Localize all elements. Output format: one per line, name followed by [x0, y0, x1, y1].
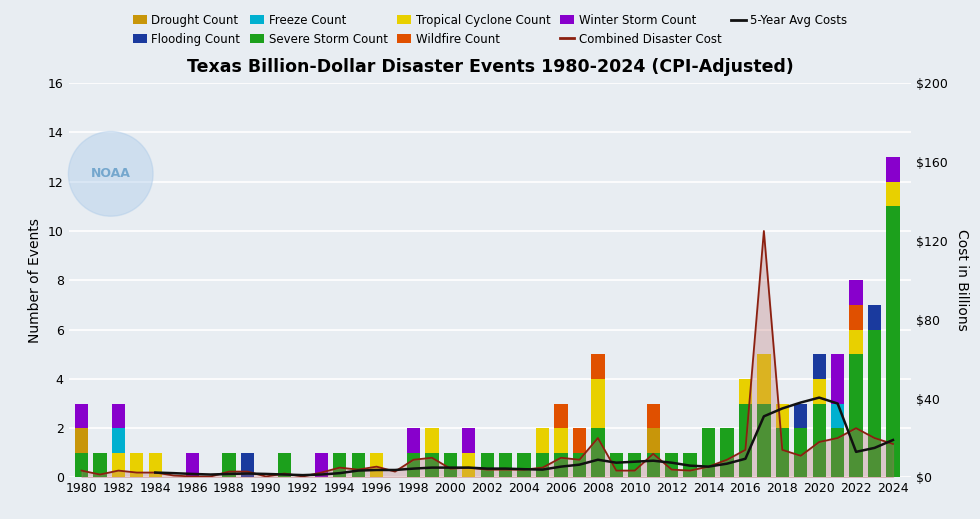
Bar — [425, 453, 438, 477]
Bar — [758, 354, 770, 404]
Bar — [74, 428, 88, 453]
Circle shape — [69, 131, 153, 216]
Bar — [463, 453, 475, 477]
Title: Texas Billion-Dollar Disaster Events 1980-2024 (CPI-Adjusted): Texas Billion-Dollar Disaster Events 198… — [186, 58, 794, 76]
Bar — [555, 428, 567, 453]
Bar — [831, 428, 845, 477]
Bar — [407, 453, 420, 477]
Bar — [112, 428, 125, 453]
Bar — [352, 453, 365, 477]
Bar — [794, 428, 808, 477]
Bar — [775, 404, 789, 428]
Bar — [499, 453, 513, 477]
Bar — [112, 453, 125, 477]
Bar — [74, 404, 88, 428]
Bar — [425, 428, 438, 453]
Bar — [112, 404, 125, 428]
Bar — [850, 330, 862, 354]
Bar — [555, 453, 567, 477]
Bar — [591, 379, 605, 428]
Bar — [93, 453, 107, 477]
Bar — [277, 453, 291, 477]
Bar — [720, 428, 734, 477]
Bar — [831, 354, 845, 404]
Bar — [812, 379, 826, 404]
Bar — [241, 453, 254, 477]
Bar — [868, 330, 881, 477]
Bar — [850, 280, 862, 305]
Bar — [610, 453, 623, 477]
Bar — [628, 453, 641, 477]
Bar — [149, 453, 162, 477]
Bar — [665, 453, 678, 477]
Bar — [480, 453, 494, 477]
Bar — [647, 404, 660, 428]
Bar — [647, 453, 660, 477]
Text: NOAA: NOAA — [91, 167, 130, 181]
Bar — [369, 453, 383, 477]
Bar — [758, 404, 770, 477]
Bar — [315, 453, 328, 477]
Bar — [886, 182, 900, 207]
Y-axis label: Number of Events: Number of Events — [28, 218, 42, 343]
Bar — [572, 428, 586, 453]
Bar — [536, 428, 549, 453]
Bar — [831, 404, 845, 428]
Legend: Drought Count, Flooding Count, Freeze Count, Severe Storm Count, Tropical Cyclon: Drought Count, Flooding Count, Freeze Co… — [132, 13, 848, 46]
Bar — [683, 453, 697, 477]
Bar — [130, 453, 143, 477]
Bar — [536, 453, 549, 477]
Bar — [886, 207, 900, 477]
Bar — [517, 453, 531, 477]
Bar — [647, 428, 660, 453]
Bar — [463, 428, 475, 453]
Bar — [812, 354, 826, 379]
Bar — [407, 428, 420, 453]
Bar — [591, 354, 605, 379]
Bar — [739, 379, 752, 404]
Y-axis label: Cost in Billions: Cost in Billions — [955, 229, 969, 331]
Bar — [868, 305, 881, 330]
Bar — [812, 404, 826, 477]
Bar — [850, 354, 862, 477]
Bar — [850, 305, 862, 330]
Bar — [702, 428, 715, 477]
Bar — [572, 453, 586, 477]
Bar — [591, 428, 605, 477]
Bar — [444, 453, 457, 477]
Bar — [222, 453, 235, 477]
Bar — [555, 404, 567, 428]
Bar — [185, 453, 199, 477]
Bar — [333, 453, 346, 477]
Bar — [739, 404, 752, 477]
Bar — [886, 157, 900, 182]
Bar — [74, 453, 88, 477]
Bar — [794, 404, 808, 428]
Bar — [775, 428, 789, 477]
